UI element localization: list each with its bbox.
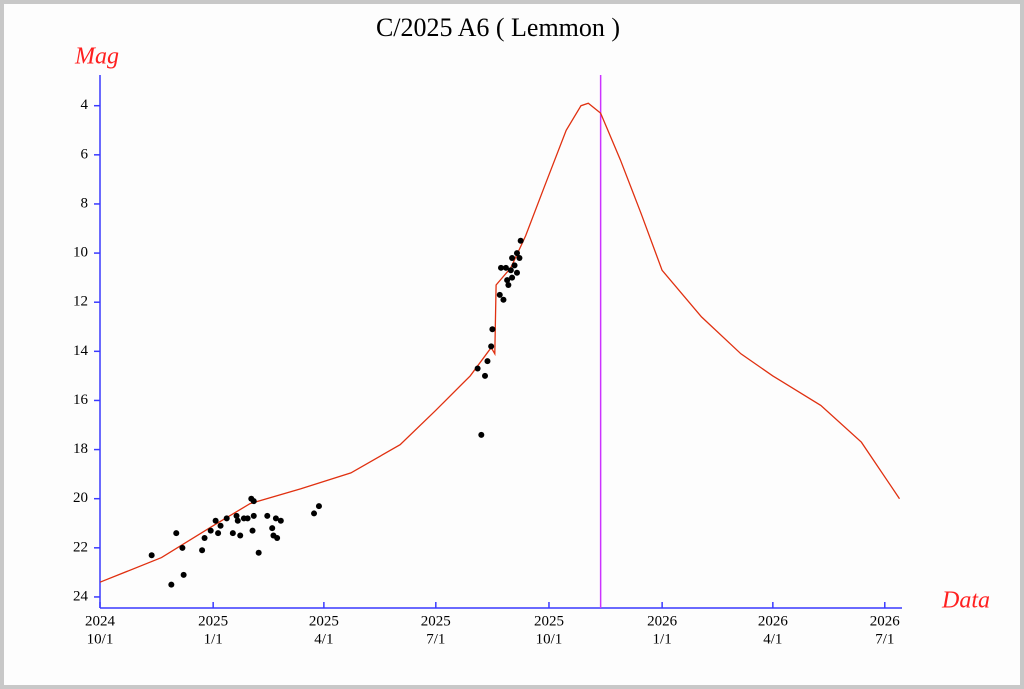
- observation-point: [505, 282, 512, 289]
- observation-point: [215, 530, 222, 537]
- observation-point: [148, 552, 155, 559]
- y-tick-label: 16: [73, 392, 89, 408]
- observation-point: [269, 525, 276, 532]
- observation-point: [488, 343, 495, 350]
- observation-point: [311, 510, 318, 517]
- y-axis-label: Mag: [74, 44, 119, 70]
- observation-point: [502, 264, 509, 271]
- y-tick-label: 4: [81, 97, 89, 113]
- observation-point: [511, 262, 518, 269]
- x-tick-label: 2025: [198, 613, 228, 629]
- observation-point: [507, 267, 514, 274]
- observation-point: [234, 517, 241, 524]
- x-tick-label: 2026: [758, 613, 789, 629]
- y-tick-label: 24: [73, 588, 89, 604]
- x-tick-label: 2026: [870, 613, 901, 629]
- y-tick-label: 22: [73, 539, 88, 555]
- x-axis-label: Data: [941, 588, 990, 614]
- observation-point: [180, 571, 187, 578]
- observation-point: [516, 254, 523, 261]
- observation-point: [509, 254, 516, 261]
- observation-point: [255, 549, 262, 556]
- observation-point: [199, 547, 206, 554]
- model-curve: [99, 102, 901, 583]
- observation-point: [504, 277, 511, 284]
- observation-point: [223, 515, 230, 522]
- observation-point: [478, 431, 485, 438]
- x-tick-label: 1/1: [653, 631, 672, 647]
- observation-point: [233, 512, 240, 519]
- observation-point: [264, 512, 271, 519]
- observation-point: [250, 498, 257, 505]
- observation-point: [509, 274, 516, 281]
- x-tick-label: 4/1: [314, 631, 333, 647]
- observation-point: [274, 534, 281, 541]
- chart-title: C/2025 A6 ( Lemmon ): [376, 13, 620, 42]
- y-tick-label: 8: [81, 195, 89, 211]
- x-tick-label: 2025: [309, 613, 339, 629]
- observation-point: [250, 512, 257, 519]
- observation-point: [173, 530, 180, 537]
- observation-point: [179, 544, 186, 551]
- observation-point: [489, 326, 496, 333]
- y-tick-label: 12: [73, 294, 88, 310]
- x-tick-label: 10/1: [87, 631, 114, 647]
- x-tick-label: 2026: [647, 613, 678, 629]
- observation-point: [498, 264, 504, 271]
- x-tick-label: 2024: [85, 613, 116, 629]
- observation-point: [212, 517, 219, 524]
- observation-point: [249, 527, 256, 534]
- x-tick-label: 4/1: [763, 631, 782, 647]
- y-tick-label: 20: [73, 490, 88, 506]
- x-tick-label: 7/1: [875, 631, 894, 647]
- y-tick-label: 14: [73, 343, 89, 359]
- observation-point: [482, 372, 489, 379]
- x-tick-label: 2025: [421, 613, 451, 629]
- observation-point: [201, 534, 208, 541]
- observation-point: [207, 527, 214, 534]
- observation-point: [474, 365, 481, 372]
- y-tick-label: 10: [73, 245, 88, 261]
- observation-point: [229, 530, 236, 537]
- observation-point: [315, 503, 322, 510]
- observation-point: [517, 237, 524, 244]
- observation-point: [496, 291, 503, 298]
- observation-point: [484, 358, 491, 365]
- observation-point: [217, 522, 224, 529]
- x-tick-label: 7/1: [426, 631, 445, 647]
- y-tick-label: 6: [81, 146, 89, 162]
- observation-point: [277, 517, 284, 524]
- observation-point: [168, 581, 175, 588]
- x-tick-label: 2025: [534, 613, 564, 629]
- y-tick-label: 18: [73, 441, 88, 457]
- observation-point: [237, 532, 244, 539]
- x-tick-label: 1/1: [204, 631, 223, 647]
- observation-point: [272, 515, 279, 522]
- observation-point: [500, 296, 507, 303]
- observation-point: [244, 515, 251, 522]
- observation-point: [513, 250, 520, 257]
- plot-background: [4, 4, 1020, 685]
- observation-point: [513, 269, 520, 276]
- x-tick-label: 10/1: [536, 631, 563, 647]
